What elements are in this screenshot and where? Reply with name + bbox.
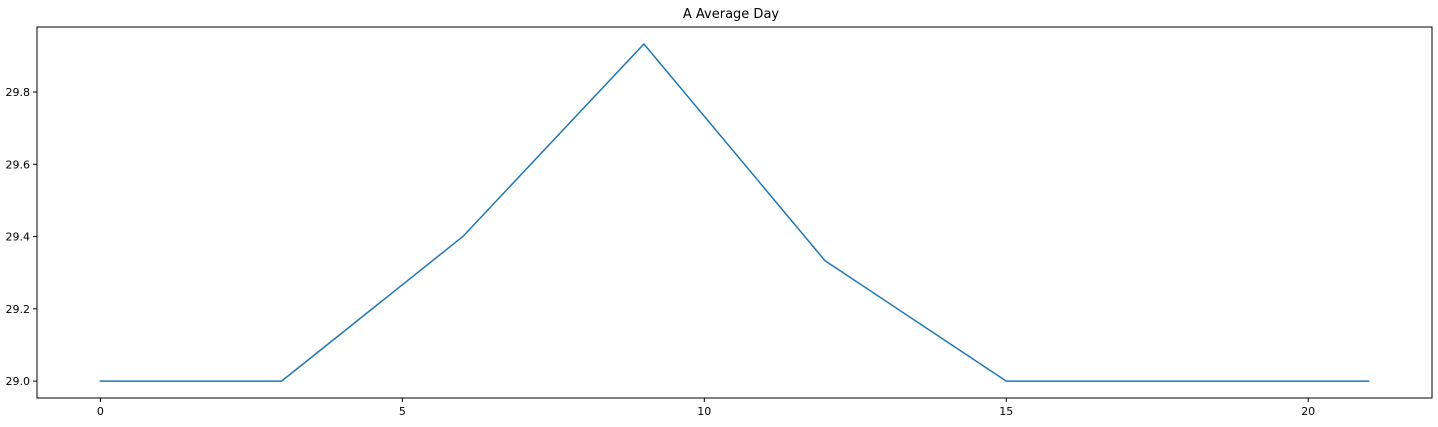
series-line: [99, 43, 1370, 382]
y-tick-label: 29.6: [6, 158, 31, 171]
y-tick-label: 29.8: [6, 86, 31, 99]
series-layer: [99, 43, 1370, 382]
chart-title: A Average Day: [683, 7, 780, 22]
x-tick-label: 15: [999, 405, 1013, 418]
y-tick-label: 29.2: [6, 303, 31, 316]
x-tick-label: 0: [97, 405, 104, 418]
y-tick-label: 29.0: [6, 375, 31, 388]
x-tick-label: 20: [1301, 405, 1315, 418]
x-tick-label: 5: [399, 405, 406, 418]
axis-ticks: 0 5 10 15 20 29.0 29.2 29.4 29.6 29.8: [6, 86, 1316, 418]
plot-frame: [36, 26, 1433, 399]
plot-area: [37, 27, 1432, 398]
y-tick-label: 29.4: [6, 231, 31, 244]
x-tick-label: 10: [697, 405, 711, 418]
